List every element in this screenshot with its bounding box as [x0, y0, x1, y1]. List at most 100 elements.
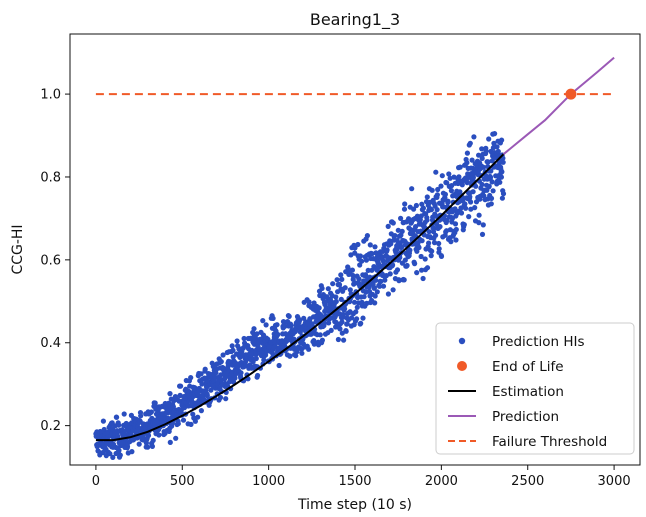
scatter-point [472, 205, 478, 211]
scatter-point [446, 171, 452, 177]
x-tick-label: 2500 [511, 474, 544, 489]
scatter-point [479, 146, 485, 152]
scatter-point [373, 277, 379, 283]
scatter-point [473, 183, 479, 189]
scatter-point [382, 277, 388, 283]
scatter-point [431, 225, 437, 231]
scatter-point [220, 352, 226, 358]
scatter-point [176, 398, 182, 404]
scatter-point [486, 136, 492, 142]
scatter-point [404, 262, 410, 269]
legend-label: Prediction [492, 409, 559, 425]
scatter-point [263, 322, 269, 328]
scatter-point [345, 265, 351, 271]
scatter-point [167, 439, 173, 445]
scatter-point [150, 437, 156, 443]
scatter-point [340, 311, 346, 318]
y-tick-label: 0.4 [40, 336, 61, 351]
scatter-point [488, 195, 495, 201]
end-of-life-point [565, 88, 577, 100]
scatter-point [422, 256, 428, 262]
scatter-point [287, 353, 293, 359]
y-tick-label: 1.0 [40, 88, 61, 103]
scatter-point [342, 306, 348, 312]
scatter-point [180, 417, 187, 423]
scatter-point [464, 180, 470, 186]
scatter-point [390, 287, 396, 293]
scatter-point [230, 354, 236, 360]
scatter-point [330, 281, 336, 287]
scatter-point [436, 240, 442, 247]
scatter-point [402, 257, 408, 263]
scatter-point [464, 160, 470, 166]
scatter-point [414, 213, 420, 219]
scatter-point [270, 315, 276, 321]
scatter-point [488, 201, 494, 207]
scatter-point [115, 433, 121, 439]
scatter-point [451, 174, 457, 180]
scatter-point [353, 309, 359, 315]
scatter-point [481, 193, 487, 199]
scatter-point [218, 372, 224, 378]
scatter-point [414, 270, 420, 276]
scatter-point [138, 413, 144, 419]
scatter-point [293, 353, 299, 359]
scatter-point [495, 148, 501, 155]
scatter-point [354, 304, 360, 310]
scatter-point [486, 183, 492, 189]
scatter-point [420, 275, 426, 282]
scatter-point [319, 337, 325, 343]
scatter-point [339, 276, 345, 282]
scatter-point [491, 140, 497, 146]
scatter-point [114, 414, 120, 420]
scatter-point [325, 286, 331, 292]
scatter-point [188, 421, 194, 427]
chart-title: Bearing1_3 [310, 10, 400, 30]
legend-label: End of Life [492, 359, 564, 375]
scatter-point [476, 212, 482, 218]
scatter-point [275, 331, 281, 338]
scatter-point [188, 375, 194, 381]
scatter-point [338, 272, 344, 278]
scatter-point [414, 248, 420, 254]
scatter-point [337, 326, 343, 332]
scatter-point [424, 265, 431, 271]
scatter-point [476, 152, 482, 158]
scatter-point [387, 271, 393, 277]
scatter-point [437, 224, 443, 230]
scatter-point [136, 441, 142, 447]
scatter-point [385, 223, 391, 229]
scatter-point [306, 299, 312, 305]
scatter-point [167, 391, 173, 397]
scatter-point [461, 222, 467, 228]
scatter-point [100, 418, 106, 424]
scatter-point [129, 449, 135, 455]
scatter-point [418, 253, 424, 260]
scatter-point [238, 370, 244, 376]
scatter-point [416, 244, 422, 251]
scatter-point [464, 150, 470, 156]
scatter-point [428, 253, 434, 259]
x-tick-label: 3000 [598, 474, 631, 489]
legend-box [435, 322, 635, 455]
scatter-point [306, 346, 312, 352]
scatter-point [462, 201, 468, 207]
scatter-point [274, 322, 280, 328]
scatter-point [489, 179, 495, 185]
scatter-point [336, 282, 343, 288]
scatter-point [492, 131, 498, 137]
scatter-point [202, 366, 208, 372]
scatter-point [498, 174, 504, 180]
scatter-point [385, 291, 391, 297]
scatter-point [438, 183, 444, 189]
scatter-point [434, 207, 440, 213]
scatter-point [178, 383, 184, 389]
scatter-point [286, 313, 292, 319]
scatter-point [317, 332, 323, 338]
scatter-point [467, 194, 473, 200]
scatter-point [229, 343, 235, 349]
scatter-point [378, 278, 384, 285]
scatter-point [199, 381, 205, 387]
scatter-point [499, 195, 505, 201]
scatter-point [338, 296, 344, 302]
